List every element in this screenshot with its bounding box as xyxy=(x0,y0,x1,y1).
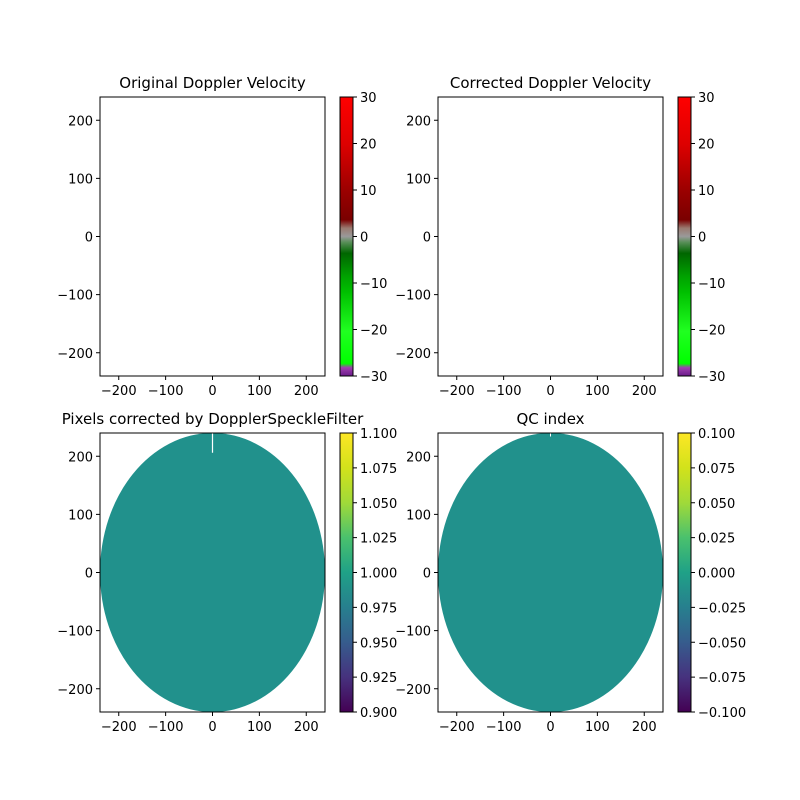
axes-frame xyxy=(99,96,326,377)
colorbar-tick-label: 0.900 xyxy=(360,706,397,721)
colorbar-tick-label: −0.075 xyxy=(698,671,746,686)
x-tick-label: −100 xyxy=(148,384,184,399)
colorbar-tick-label: 1.100 xyxy=(360,427,397,442)
x-tick-label: −200 xyxy=(101,720,137,735)
colorbar-tick-label: −10 xyxy=(698,277,725,292)
data-field-disk xyxy=(100,433,325,712)
y-tick-label: −100 xyxy=(57,625,93,640)
y-tick-label: 200 xyxy=(406,450,431,465)
colorbar-tick-label: 10 xyxy=(360,184,377,199)
x-tick-label: 0 xyxy=(546,384,554,399)
y-tick-label: 0 xyxy=(85,567,93,582)
chart-panel-4: QC index −200 −100 0 100 200 −200 −100 0 100 200 −0… xyxy=(395,410,746,735)
colorbar-tick-label: 0.975 xyxy=(360,601,397,616)
colorbar xyxy=(340,97,353,376)
colorbar-tick-label: 0.025 xyxy=(698,532,735,547)
x-tick-label: −200 xyxy=(439,384,475,399)
colorbar-tick-label: 0.000 xyxy=(698,567,735,582)
colorbar-tick-label: −0.100 xyxy=(698,706,746,721)
x-tick-label: 0 xyxy=(546,720,554,735)
x-tick-label: −200 xyxy=(439,720,475,735)
y-tick-label: −100 xyxy=(395,289,431,304)
colorbar-tick-label: −10 xyxy=(360,277,387,292)
colorbar-tick-label: 20 xyxy=(698,138,715,153)
colorbar-tick-label: 0.050 xyxy=(698,497,735,512)
colorbar-tick-label: 0.075 xyxy=(698,462,735,477)
x-tick-label: 0 xyxy=(208,720,216,735)
chart-panel-1: Original Doppler Velocity−200 −100 0 100 200… xyxy=(57,74,387,399)
x-tick-label: 200 xyxy=(632,720,657,735)
x-tick-label: 0 xyxy=(208,384,216,399)
x-tick-label: −200 xyxy=(101,384,137,399)
colorbar-tick-label: 20 xyxy=(360,138,377,153)
chart-title: Pixels corrected by DopplerSpeckleFilter xyxy=(62,410,364,428)
y-tick-label: 200 xyxy=(406,114,431,129)
x-tick-label: −100 xyxy=(486,384,522,399)
chart-title: Original Doppler Velocity xyxy=(119,74,306,92)
y-tick-label: 100 xyxy=(68,172,93,187)
chart-panel-3: Pixels corrected by DopplerSpeckleFilter… xyxy=(57,410,397,735)
y-tick-label: −200 xyxy=(57,347,93,362)
y-tick-label: −200 xyxy=(57,683,93,698)
colorbar-tick-label: 1.050 xyxy=(360,497,397,512)
y-tick-label: 0 xyxy=(423,567,431,582)
colorbar-tick-label: 10 xyxy=(698,184,715,199)
colorbar-tick-label: 1.025 xyxy=(360,532,397,547)
colorbar xyxy=(678,97,691,376)
colorbar-tick-label: −0.025 xyxy=(698,601,746,616)
x-tick-label: 200 xyxy=(294,384,319,399)
y-tick-label: 100 xyxy=(406,508,431,523)
y-tick-label: 200 xyxy=(68,114,93,129)
colorbar-tick-label: −30 xyxy=(360,370,387,385)
y-tick-label: −200 xyxy=(395,683,431,698)
chart-panel-2: Corrected Doppler Velocity−200 −100 0 100 20… xyxy=(395,74,725,399)
axes-frame xyxy=(437,96,664,377)
colorbar-tick-label: −20 xyxy=(698,324,725,339)
x-tick-label: 100 xyxy=(247,720,272,735)
colorbar-tick-label: 0.100 xyxy=(698,427,735,442)
x-tick-label: −100 xyxy=(148,720,184,735)
colorbar-tick-label: −30 xyxy=(698,370,725,385)
x-tick-label: 200 xyxy=(632,384,657,399)
colorbar xyxy=(678,433,691,712)
colorbar-tick-label: 0 xyxy=(698,231,706,246)
y-tick-label: −100 xyxy=(395,625,431,640)
colorbar-tick-label: 0 xyxy=(360,231,368,246)
chart-title: Corrected Doppler Velocity xyxy=(450,74,651,92)
colorbar-tick-label: 1.000 xyxy=(360,567,397,582)
y-tick-label: 200 xyxy=(68,450,93,465)
colorbar-tick-label: 1.075 xyxy=(360,462,397,477)
y-tick-label: 100 xyxy=(406,172,431,187)
x-tick-label: 100 xyxy=(585,720,610,735)
colorbar-tick-label: 0.925 xyxy=(360,671,397,686)
colorbar xyxy=(340,433,353,712)
y-tick-label: −200 xyxy=(395,347,431,362)
y-tick-label: 0 xyxy=(423,231,431,246)
x-tick-label: 200 xyxy=(294,720,319,735)
colorbar-tick-label: −20 xyxy=(360,324,387,339)
chart-title: QC index xyxy=(516,410,584,428)
x-tick-label: −100 xyxy=(486,720,522,735)
colorbar-tick-label: 30 xyxy=(360,91,377,106)
colorbar-tick-label: 30 xyxy=(698,91,715,106)
x-tick-label: 100 xyxy=(585,384,610,399)
y-tick-label: 0 xyxy=(85,231,93,246)
colorbar-tick-label: 0.950 xyxy=(360,636,397,651)
y-tick-label: 100 xyxy=(68,508,93,523)
y-tick-label: −100 xyxy=(57,289,93,304)
data-field-disk xyxy=(438,433,663,712)
colorbar-tick-label: −0.050 xyxy=(698,636,746,651)
x-tick-label: 100 xyxy=(247,384,272,399)
